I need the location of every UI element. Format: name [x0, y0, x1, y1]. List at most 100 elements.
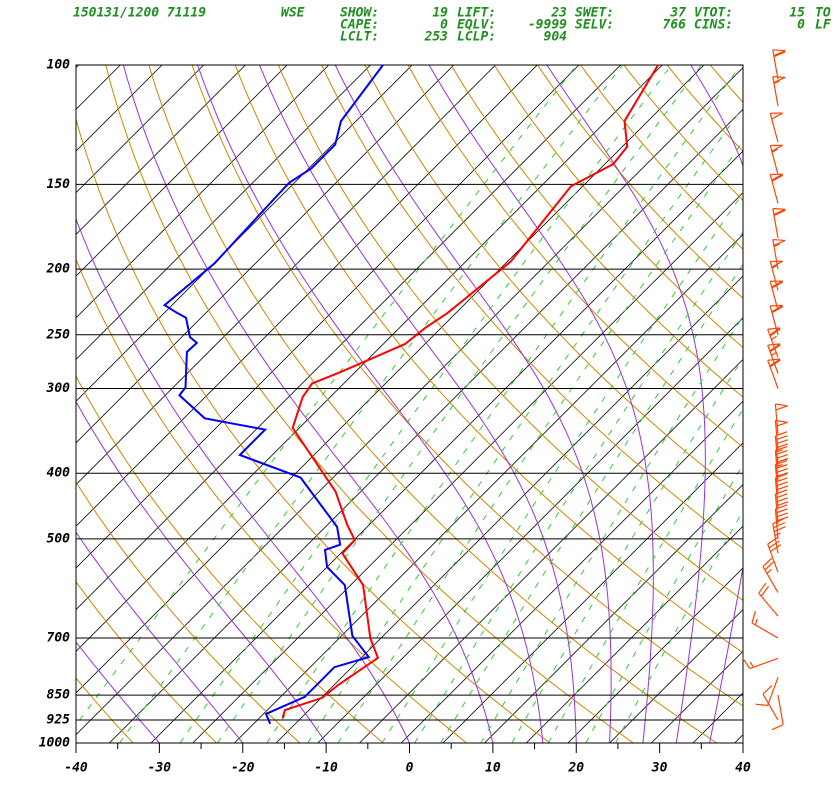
index-label: TO — [815, 6, 831, 21]
isotherm — [234, 233, 743, 743]
isotherm — [76, 65, 580, 569]
dry-adiabat — [76, 481, 301, 743]
x-tick-label: 0 — [406, 761, 414, 776]
index-label: LCLT: — [340, 30, 379, 45]
isotherm — [76, 65, 371, 361]
moist-adiabat — [690, 65, 743, 743]
index-label: LF — [815, 18, 832, 33]
mixing-ratio — [216, 65, 702, 743]
moist-adiabat — [334, 65, 612, 743]
wind-barb — [772, 76, 786, 107]
mixing-ratio — [76, 65, 578, 726]
moist-adiabat — [428, 65, 654, 743]
wind-barb — [755, 677, 779, 707]
index-value: 253 — [424, 30, 449, 45]
index-label: LCLP: — [457, 30, 496, 45]
index-value: 19 — [432, 6, 448, 21]
index-label: SELV: — [575, 18, 614, 33]
wind-barb — [762, 685, 779, 721]
isotherm — [400, 400, 743, 743]
isotherm — [192, 192, 743, 743]
x-tick-label: -20 — [231, 761, 255, 776]
wind-barb — [767, 536, 782, 573]
index-value: 766 — [663, 18, 687, 33]
station-id: WSE — [281, 6, 305, 21]
mixing-ratio — [585, 463, 743, 743]
isotherm — [76, 65, 496, 486]
dry-adiabat — [148, 65, 717, 743]
isotherm — [76, 67, 743, 736]
mixing-ratio — [414, 231, 743, 743]
moist-adiabat — [259, 65, 577, 743]
isotherm — [275, 275, 743, 743]
isotherm — [150, 150, 743, 743]
dry-adiabat — [321, 65, 743, 550]
index-label: SHOW: — [340, 6, 379, 21]
index-label: LIFT: — [457, 6, 496, 21]
dry-adiabat — [105, 65, 634, 743]
isotherm — [76, 65, 288, 277]
moist-adiabat — [76, 531, 244, 743]
dry-adiabat — [76, 375, 384, 743]
isotherm — [76, 65, 621, 611]
background-lines — [0, 65, 836, 743]
isotherm — [76, 65, 205, 194]
dry-adiabat — [537, 65, 743, 299]
isotherm — [76, 65, 455, 444]
y-tick-label: 1000 — [39, 736, 70, 751]
dry-adiabat — [76, 117, 551, 743]
dry-adiabat — [797, 65, 836, 743]
dry-adiabat — [580, 65, 743, 250]
moist-adiabat — [197, 65, 544, 743]
dry-adiabat — [666, 65, 743, 153]
dry-adiabat — [191, 65, 743, 707]
dry-adiabat — [76, 581, 217, 743]
isotherm — [651, 650, 743, 743]
dry-adiabat — [623, 65, 743, 202]
mixing-ratio — [179, 65, 672, 743]
index-label: VTOT: — [694, 6, 733, 21]
index-label: EQLV: — [457, 18, 496, 33]
mixing-ratio — [615, 509, 743, 743]
y-tick-label: 150 — [47, 177, 71, 192]
wind-barb — [771, 695, 784, 731]
dry-adiabat — [753, 65, 836, 743]
wind-barb — [774, 445, 789, 481]
isotherm — [76, 65, 538, 527]
isotherm — [0, 65, 37, 743]
mixing-ratio — [266, 65, 742, 743]
x-tick-label: 20 — [567, 761, 584, 776]
moist-adiabat — [76, 400, 327, 743]
mixing-ratio — [511, 357, 743, 743]
moist-adiabat — [122, 65, 494, 743]
wind-barb — [769, 112, 783, 143]
isotherm — [567, 567, 743, 743]
wind-barb — [772, 49, 786, 80]
x-tick-label: -30 — [148, 761, 172, 776]
y-tick-label: 200 — [46, 262, 71, 277]
index-value: 0 — [797, 18, 805, 33]
x-tick-label: 40 — [735, 761, 751, 776]
dry-adiabat — [493, 65, 743, 349]
x-tick-label: 10 — [485, 761, 501, 776]
isotherm — [609, 609, 743, 743]
wind-barb — [774, 431, 789, 466]
y-tick-label: 850 — [47, 688, 71, 703]
isotherm — [76, 65, 246, 235]
wind-barb — [762, 557, 779, 593]
isotherm — [76, 65, 330, 319]
moist-adiabat — [546, 65, 706, 743]
isotherm — [109, 108, 743, 743]
y-tick-label: 100 — [47, 58, 71, 73]
moist-adiabat — [76, 641, 160, 743]
isotherm — [317, 317, 743, 743]
dry-adiabat — [277, 65, 743, 601]
isotherm — [525, 525, 743, 743]
wind-barb — [774, 460, 789, 495]
index-value: 0 — [440, 18, 448, 33]
index-value: 37 — [669, 6, 686, 21]
mixing-ratio — [307, 106, 743, 743]
x-tick-label: -40 — [64, 761, 88, 776]
x-tick-label: 30 — [651, 761, 668, 776]
